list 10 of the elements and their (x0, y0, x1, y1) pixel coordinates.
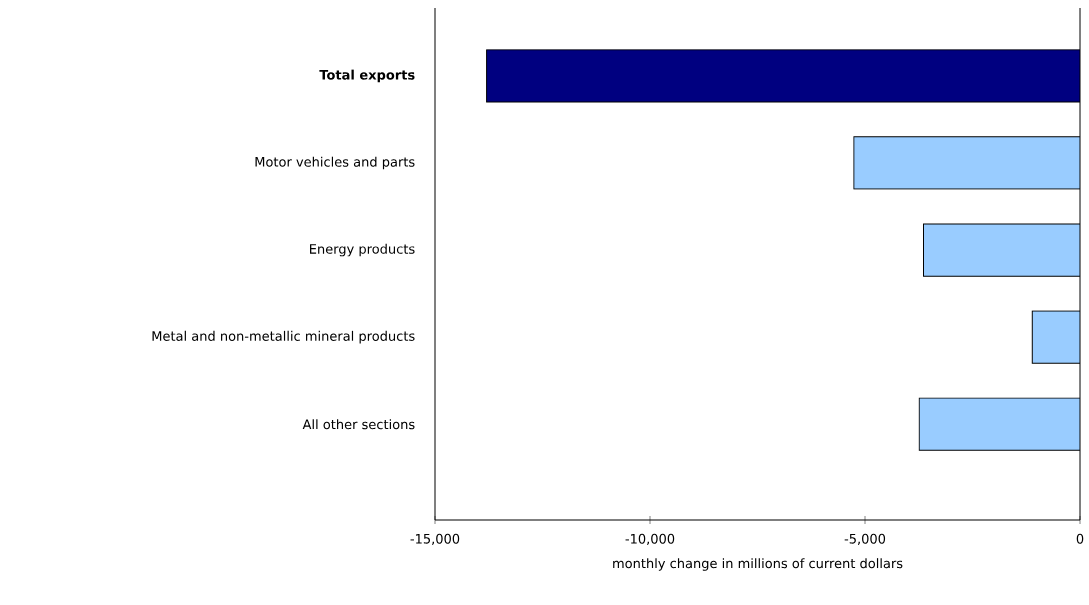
x-tick-label: 0 (1076, 533, 1084, 544)
x-tick-label: -15,000 (410, 533, 460, 545)
y-tick-label: Metal and non-metallic mineral products (152, 330, 415, 344)
x-tick-label: -10,000 (625, 533, 675, 545)
x-axis-title: monthly change in millions of current dollars (613, 558, 903, 571)
y-tick-label: Energy products (310, 243, 415, 257)
y-tick-label: Motor vehicles and parts (255, 156, 415, 170)
y-tick-label: Total exports (319, 69, 415, 83)
x-tick-label: -5,000 (844, 533, 886, 545)
y-tick-label: All other sections (302, 419, 415, 430)
